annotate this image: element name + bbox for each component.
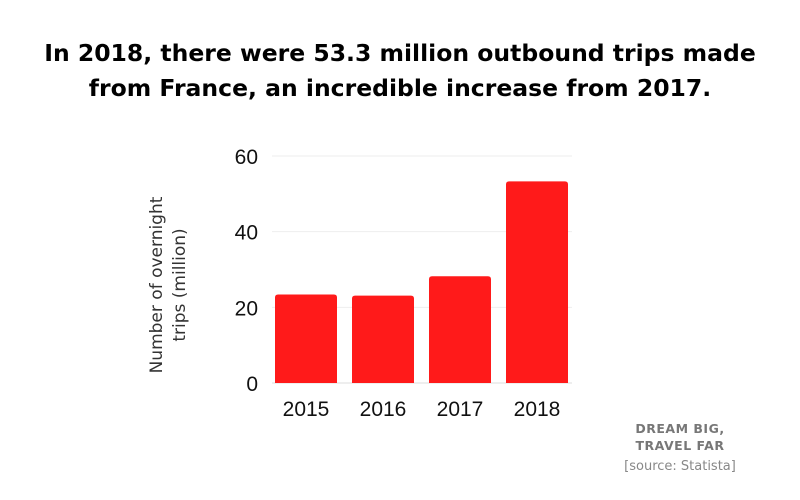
bar-2017	[429, 276, 491, 383]
brand-line: DREAM BIG,	[635, 421, 725, 436]
y-axis-label-line2: trips (million)	[170, 228, 190, 341]
brand-line: TRAVEL FAR	[635, 438, 725, 453]
x-tick-label: 2016	[360, 398, 407, 421]
x-tick-label: 2018	[514, 398, 561, 421]
y-tick-label: 60	[235, 146, 258, 169]
y-tick-label: 20	[235, 297, 258, 320]
bar-2015	[275, 294, 337, 383]
title-line: from France, an incredible increase from…	[88, 74, 712, 102]
brand-logo: DREAM BIG, TRAVEL FAR	[600, 420, 760, 454]
source-note: [source: Statista]	[624, 459, 736, 474]
y-tick-label: 40	[235, 222, 258, 245]
title-line: In 2018, there were 53.3 million outboun…	[44, 39, 756, 67]
y-axis-label-line1: Number of overnight	[147, 196, 167, 373]
bar-2016	[352, 295, 414, 383]
bar-2018	[506, 181, 568, 383]
x-tick-label: 2015	[283, 398, 330, 421]
y-tick-label: 0	[246, 373, 258, 396]
chart-title: In 2018, there were 53.3 million outboun…	[0, 36, 800, 106]
x-tick-label: 2017	[437, 398, 484, 421]
